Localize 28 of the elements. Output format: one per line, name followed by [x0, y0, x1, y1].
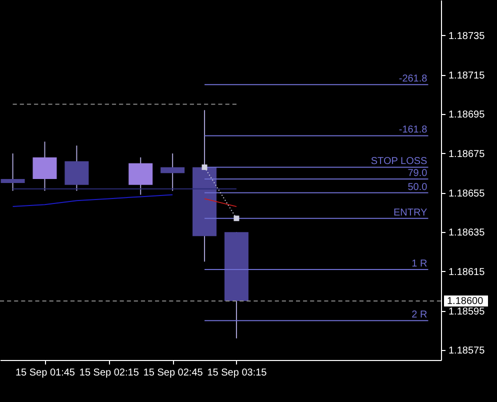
candlestick — [32, 141, 57, 192]
ref-line-label: 1.18600 — [447, 296, 484, 307]
x-tick-label: 15 Sep 03:15 — [207, 368, 268, 378]
series-label: 1 R — [412, 258, 428, 270]
x-tick-label: 15 Sep 02:15 — [79, 368, 140, 378]
series-label: ENTRY — [394, 207, 428, 218]
y-tick-label: 1.18675 — [448, 148, 486, 160]
candlestick — [160, 152, 185, 192]
y-tick-label: 1.18635 — [448, 228, 486, 239]
series-label: 50.0 — [408, 182, 428, 193]
y-tick-label: 1.18575 — [448, 346, 486, 357]
series-label: -161.8 — [398, 124, 428, 136]
series-label: 79.0 — [408, 168, 428, 180]
candlestick — [64, 145, 89, 192]
y-tick-label: 1.18615 — [448, 266, 486, 278]
candlestick — [0, 152, 25, 192]
x-tick-label: 15 Sep 01:45 — [15, 368, 76, 378]
series-label: -261.8 — [398, 74, 428, 85]
y-tick-label: 1.18735 — [448, 30, 486, 42]
y-tick-label: 1.18695 — [448, 110, 486, 121]
y-tick-label: 1.18715 — [448, 70, 486, 82]
candlestick — [128, 156, 153, 196]
y-tick-label: 1.18595 — [448, 306, 486, 318]
line-series — [12, 194, 174, 208]
x-tick-label: 15 Sep 02:45 — [143, 368, 204, 378]
series-label: 2 R — [412, 310, 428, 321]
series-label: STOP LOSS — [370, 156, 428, 168]
y-tick-label: 1.18655 — [448, 188, 486, 200]
